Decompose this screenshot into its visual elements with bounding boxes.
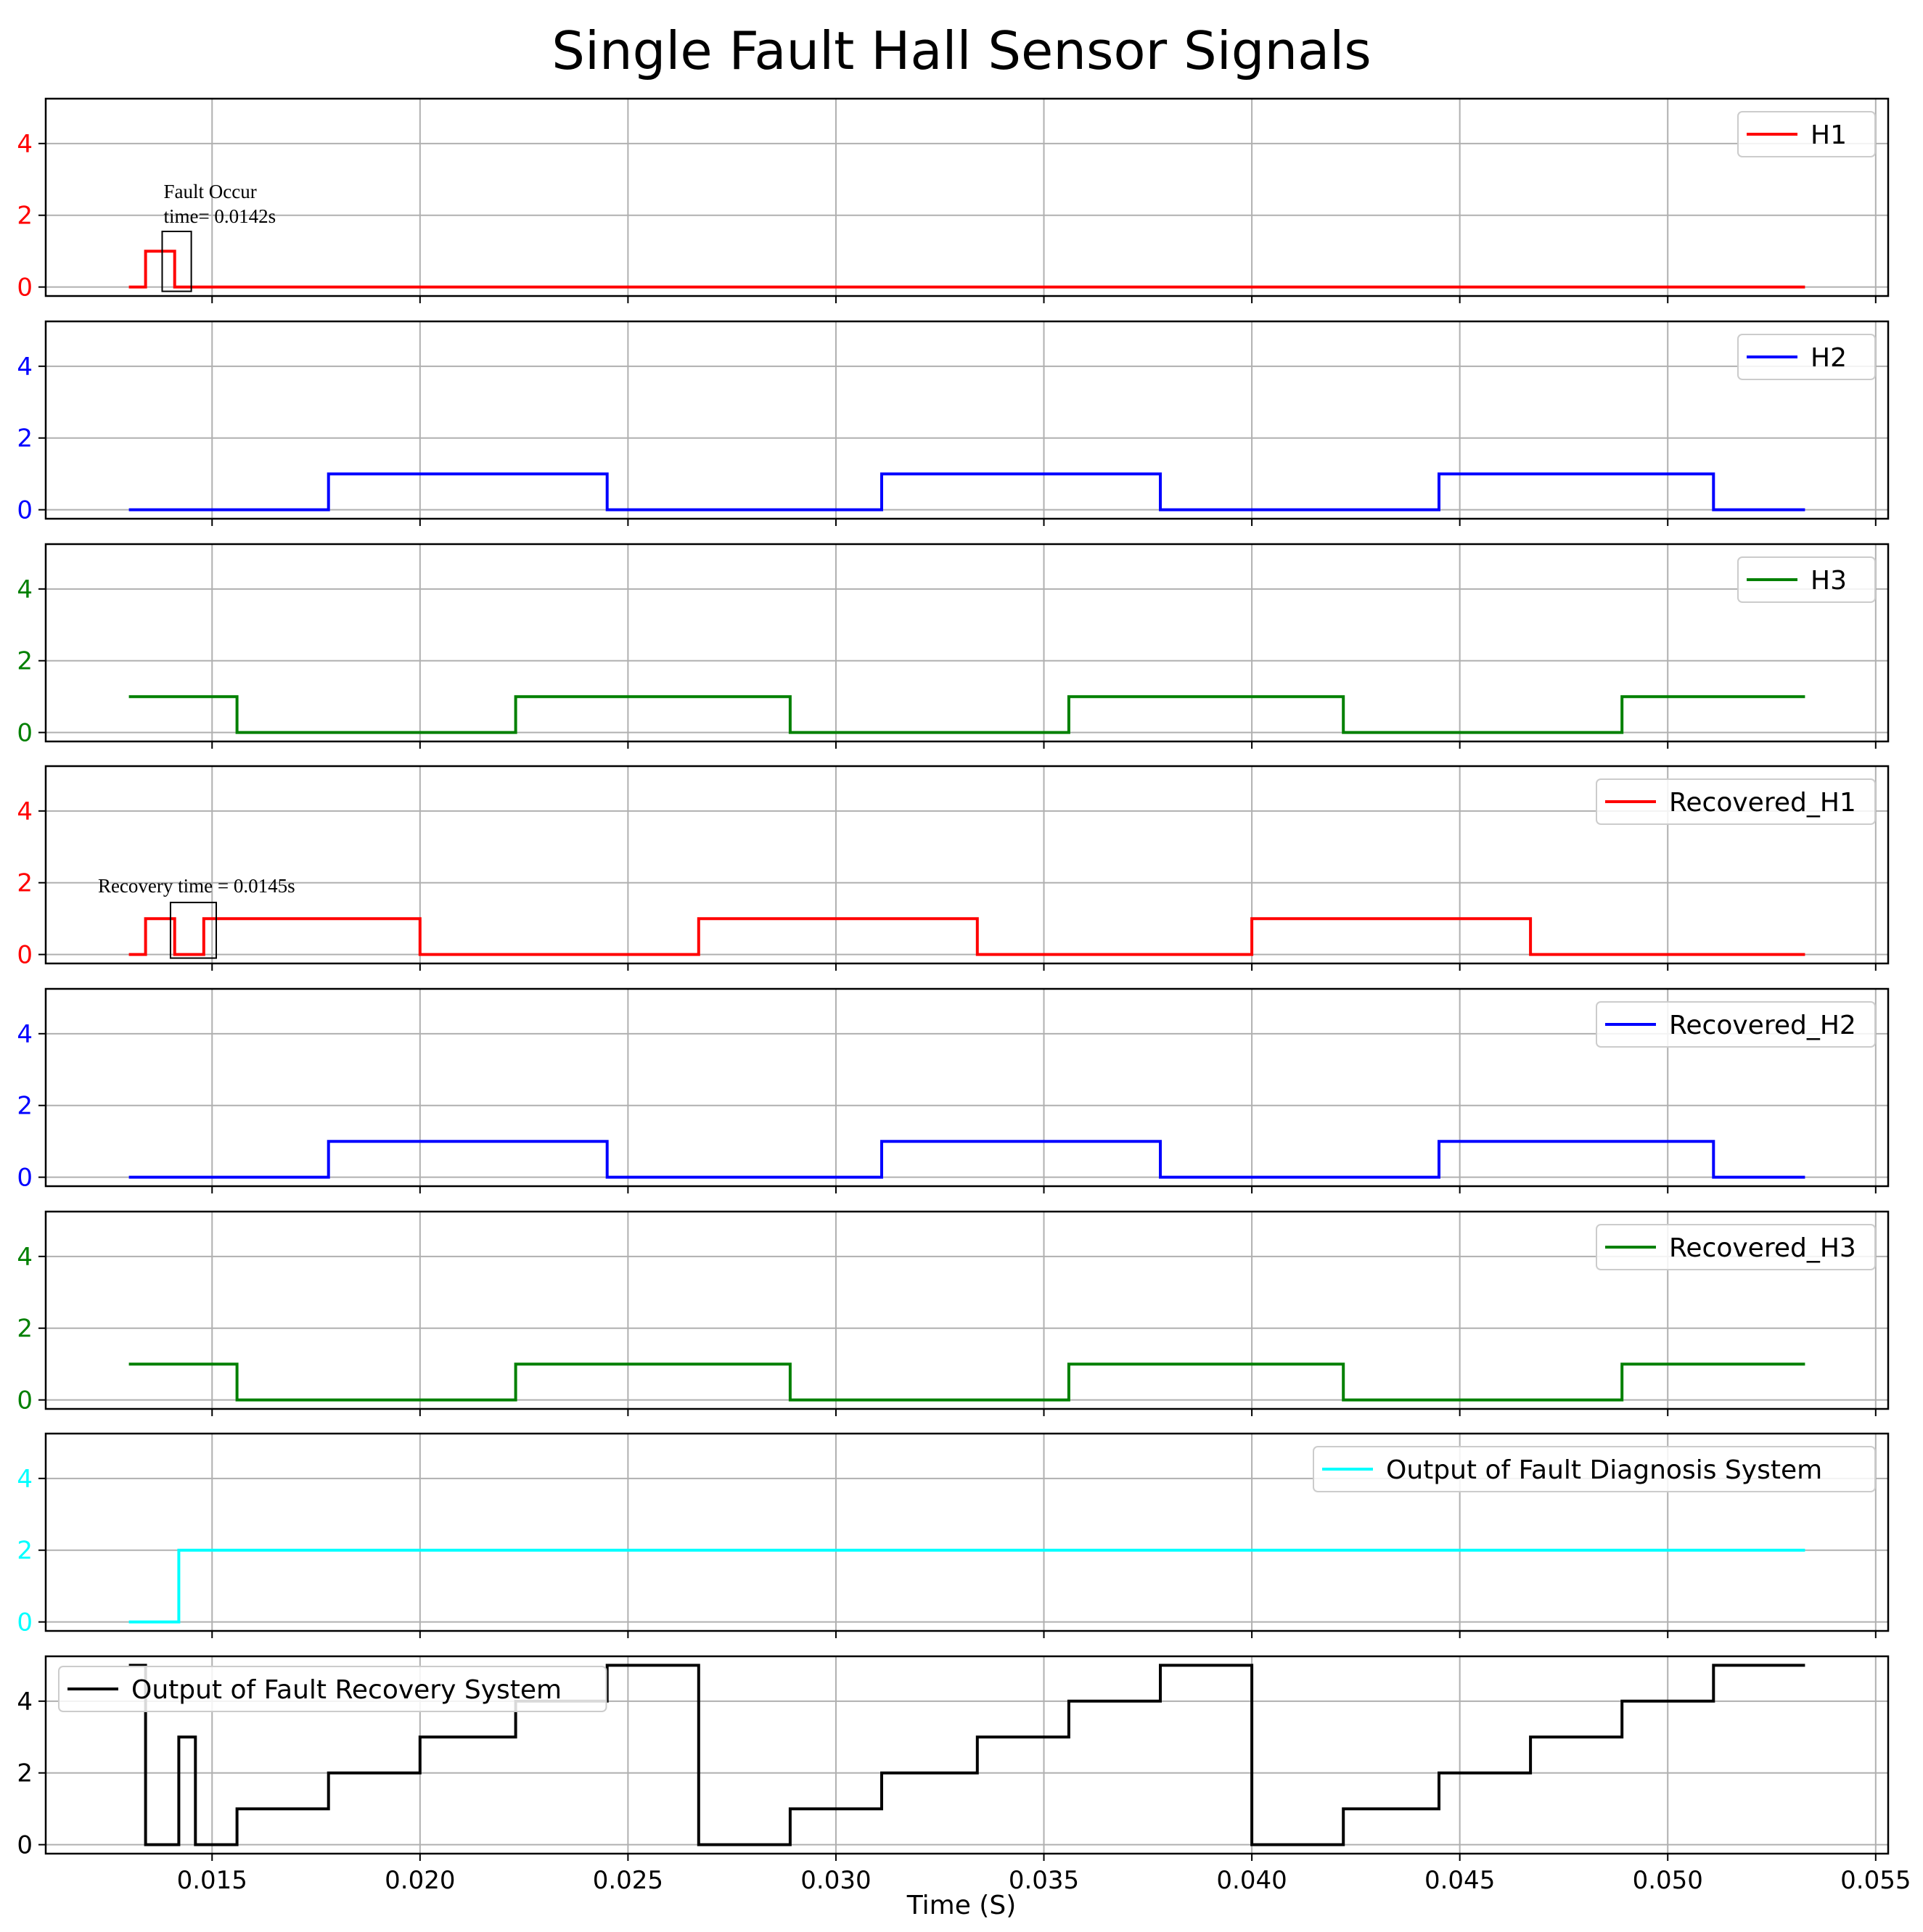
y-tick-label-h2-2: 4 bbox=[17, 353, 33, 382]
y-tick-label-output-of-fault-diagnosis-system-2: 4 bbox=[17, 1465, 33, 1494]
y-tick-label-recovered-h3-1: 2 bbox=[17, 1315, 33, 1344]
chart-title: Single Fault Hall Sensor Signals bbox=[552, 20, 1371, 81]
y-tick-label-recovered-h2-2: 4 bbox=[17, 1020, 33, 1049]
legend-box-recovered-h3 bbox=[1596, 1224, 1876, 1270]
panel-background-h1 bbox=[46, 99, 1888, 296]
legend-label-h1: H1 bbox=[1811, 120, 1847, 150]
panel-frame-h2 bbox=[44, 320, 1890, 520]
panel-frame-recovered-h2 bbox=[44, 987, 1890, 1188]
panel-background-recovered-h3 bbox=[46, 1212, 1888, 1409]
y-tick-label-h3-0: 0 bbox=[17, 719, 33, 748]
y-tick-label-recovered-h1-2: 4 bbox=[17, 797, 33, 826]
y-tick-label-h2-0: 0 bbox=[17, 496, 33, 525]
panel-frame-recovered-h1 bbox=[44, 765, 1890, 965]
x-tick-label-0: 0.015 bbox=[177, 1866, 247, 1895]
series-line-output-of-fault-recovery-system bbox=[128, 1664, 1805, 1846]
panel-background-recovered-h1 bbox=[46, 766, 1888, 963]
y-tick-label-recovered-h2-1: 2 bbox=[17, 1092, 33, 1121]
x-tick-label-7: 0.050 bbox=[1633, 1866, 1703, 1895]
legend-label-output-of-fault-recovery-system: Output of Fault Recovery System bbox=[131, 1675, 562, 1705]
x-tick-label-2: 0.025 bbox=[593, 1866, 663, 1895]
legend-box-output-of-fault-recovery-system bbox=[58, 1666, 607, 1712]
panel-background-h2 bbox=[46, 321, 1888, 519]
annotation-text-recovered-h1-0: Recovery time = 0.0145s bbox=[98, 875, 295, 897]
series-line-h3 bbox=[128, 695, 1805, 734]
legend-label-recovered-h3: Recovered_H3 bbox=[1669, 1233, 1856, 1263]
series-line-recovered-h3 bbox=[128, 1362, 1805, 1402]
y-tick-label-h2-1: 2 bbox=[17, 424, 33, 453]
legend-box-output-of-fault-diagnosis-system bbox=[1313, 1446, 1876, 1492]
legend-box-recovered-h1 bbox=[1596, 778, 1876, 825]
annotation-text-h1-0: Fault Occur bbox=[163, 181, 256, 202]
legend-label-h3: H3 bbox=[1811, 566, 1847, 596]
panel-background-recovered-h2 bbox=[46, 989, 1888, 1186]
y-tick-label-recovered-h3-2: 4 bbox=[17, 1243, 33, 1272]
y-tick-label-h1-0: 0 bbox=[17, 274, 33, 303]
y-tick-label-recovered-h3-0: 0 bbox=[17, 1386, 33, 1415]
y-tick-label-output-of-fault-recovery-system-2: 4 bbox=[17, 1688, 33, 1717]
x-tick-label-5: 0.040 bbox=[1216, 1866, 1287, 1895]
y-tick-label-recovered-h1-1: 2 bbox=[17, 869, 33, 898]
series-line-output-of-fault-diagnosis-system bbox=[128, 1548, 1805, 1624]
series-line-h2 bbox=[128, 472, 1805, 511]
panel-background-h3 bbox=[46, 544, 1888, 741]
y-tick-label-h3-2: 4 bbox=[17, 575, 33, 604]
series-line-h1 bbox=[128, 250, 1805, 289]
x-axis-label: Time (S) bbox=[906, 1891, 1017, 1920]
x-tick-label-4: 0.035 bbox=[1009, 1866, 1079, 1895]
annotation-box-recovered-h1 bbox=[169, 901, 217, 959]
panel-frame-recovered-h3 bbox=[44, 1210, 1890, 1410]
y-tick-label-h1-2: 4 bbox=[17, 130, 33, 159]
legend-box-h2 bbox=[1737, 334, 1876, 380]
x-tick-label-3: 0.030 bbox=[800, 1866, 871, 1895]
legend-label-output-of-fault-diagnosis-system: Output of Fault Diagnosis System bbox=[1386, 1455, 1822, 1485]
y-tick-label-recovered-h1-0: 0 bbox=[17, 941, 33, 970]
panel-frame-output-of-fault-recovery-system bbox=[44, 1655, 1890, 1855]
series-line-recovered-h2 bbox=[128, 1140, 1805, 1179]
annotation-box-h1 bbox=[161, 230, 192, 292]
legend-box-h3 bbox=[1737, 556, 1876, 603]
legend-label-recovered-h1: Recovered_H1 bbox=[1669, 788, 1856, 818]
y-tick-label-h3-1: 2 bbox=[17, 647, 33, 676]
y-tick-label-output-of-fault-recovery-system-0: 0 bbox=[17, 1831, 33, 1860]
x-tick-label-1: 0.020 bbox=[385, 1866, 455, 1895]
legend-label-h2: H2 bbox=[1811, 343, 1847, 373]
legend-box-recovered-h2 bbox=[1596, 1001, 1876, 1048]
y-tick-label-output-of-fault-diagnosis-system-0: 0 bbox=[17, 1608, 33, 1637]
y-tick-label-output-of-fault-diagnosis-system-1: 2 bbox=[17, 1537, 33, 1566]
annotation-text-h1-1: time= 0.0142s bbox=[163, 205, 276, 227]
y-tick-label-output-of-fault-recovery-system-1: 2 bbox=[17, 1759, 33, 1788]
x-tick-label-6: 0.045 bbox=[1424, 1866, 1495, 1895]
legend-label-recovered-h2: Recovered_H2 bbox=[1669, 1011, 1856, 1040]
panel-frame-h3 bbox=[44, 543, 1890, 743]
panel-frame-h1 bbox=[44, 97, 1890, 297]
panel-frame-output-of-fault-diagnosis-system bbox=[44, 1432, 1890, 1632]
legend-box-h1 bbox=[1737, 111, 1876, 157]
x-tick-label-8: 0.055 bbox=[1840, 1866, 1911, 1895]
y-tick-label-recovered-h2-0: 0 bbox=[17, 1164, 33, 1193]
y-tick-label-h1-1: 2 bbox=[17, 202, 33, 231]
